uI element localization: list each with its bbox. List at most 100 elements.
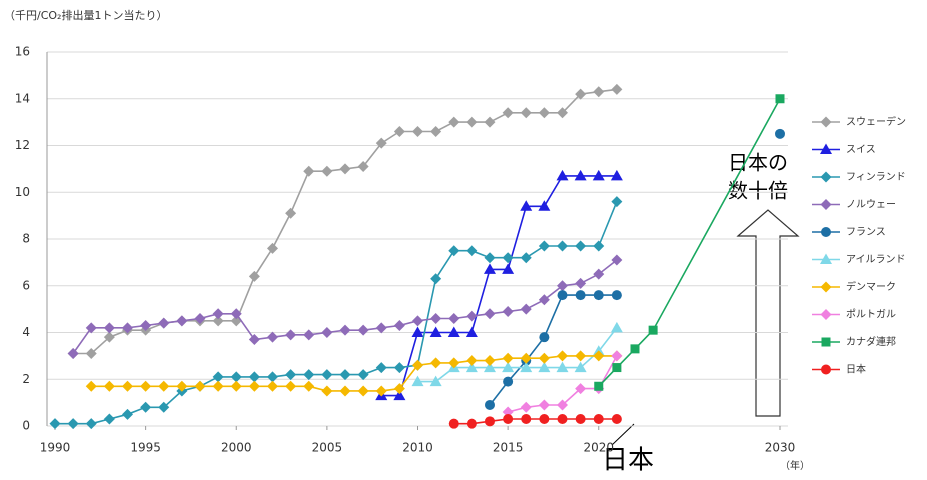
legend-label: カナダ連邦 (846, 335, 896, 348)
marker (611, 350, 623, 362)
marker (103, 322, 115, 334)
marker (122, 322, 133, 334)
marker (375, 137, 387, 149)
marker (429, 375, 442, 387)
marker (557, 280, 568, 292)
series (485, 128, 785, 410)
marker (593, 350, 605, 362)
series (85, 350, 623, 397)
marker (538, 352, 550, 364)
legend-marker (820, 309, 832, 320)
marker (611, 83, 623, 95)
pointer (611, 423, 635, 446)
legend-label: ノルウェー (846, 199, 896, 211)
legend-label: スイス (846, 145, 876, 156)
marker (448, 245, 460, 257)
marker (539, 413, 550, 424)
legend-marker (821, 227, 831, 237)
marker (321, 369, 333, 381)
marker (285, 207, 297, 219)
marker (593, 413, 604, 424)
x-tick-label: 1990 (40, 441, 71, 455)
y-tick-label: 12 (15, 138, 30, 152)
marker (412, 125, 423, 137)
series (448, 413, 622, 429)
marker (230, 308, 242, 320)
marker (285, 329, 297, 341)
marker (484, 252, 496, 264)
annotation: 数十倍 (728, 179, 788, 203)
marker (303, 369, 315, 381)
marker (557, 290, 568, 301)
marker (502, 263, 515, 274)
marker (557, 240, 568, 252)
x-tick-label: 2020 (583, 441, 614, 455)
marker (466, 245, 478, 257)
marker (575, 350, 587, 362)
marker (411, 375, 424, 387)
marker (158, 380, 170, 392)
marker (520, 303, 532, 315)
marker (448, 357, 460, 369)
marker (538, 361, 551, 373)
marker (375, 385, 387, 397)
legend-marker (820, 171, 832, 183)
marker (321, 327, 333, 338)
marker (502, 107, 514, 119)
marker (303, 380, 315, 392)
marker (484, 263, 496, 274)
series (49, 196, 623, 430)
legend-label: フランス (846, 226, 886, 238)
marker (465, 326, 478, 337)
marker (611, 290, 622, 301)
marker (85, 322, 97, 334)
marker (375, 322, 387, 334)
marker (466, 355, 478, 367)
marker (612, 363, 622, 373)
legend-label: アイルランド (846, 254, 906, 266)
marker (194, 380, 206, 392)
marker (393, 383, 405, 395)
marker (485, 416, 495, 427)
marker (448, 418, 459, 429)
marker (430, 273, 442, 285)
marker (538, 107, 550, 119)
x-tick-label: 2000 (221, 441, 252, 455)
marker (375, 362, 387, 374)
series (67, 83, 623, 360)
marker (538, 294, 550, 306)
marker (412, 359, 423, 371)
y-tick-label: 14 (15, 91, 30, 105)
marker (303, 329, 315, 341)
x-axis-label: （年） (780, 459, 810, 472)
marker (574, 361, 587, 373)
marker (485, 399, 495, 410)
x-tick-label: 2015 (493, 441, 524, 455)
marker (393, 389, 406, 401)
marker (484, 355, 496, 367)
legend-label: ポルトガル (846, 309, 896, 321)
marker (285, 369, 297, 381)
marker (393, 319, 405, 331)
marker (520, 252, 532, 264)
marker (775, 128, 785, 139)
marker (466, 310, 478, 322)
marker (194, 312, 206, 324)
marker (502, 305, 514, 317)
marker (230, 371, 242, 383)
marker (593, 86, 605, 98)
marker (212, 315, 224, 327)
legend-marker (821, 337, 831, 347)
marker (521, 413, 532, 424)
marker (248, 270, 260, 282)
marker (357, 369, 369, 381)
marker (412, 315, 423, 327)
line (72, 259, 618, 354)
legend-label: デンマーク (846, 280, 896, 293)
marker (49, 418, 61, 430)
marker (267, 331, 278, 343)
marker (630, 344, 640, 354)
marker (502, 406, 514, 418)
y-tick-label: 8 (22, 232, 30, 246)
marker (248, 371, 260, 383)
